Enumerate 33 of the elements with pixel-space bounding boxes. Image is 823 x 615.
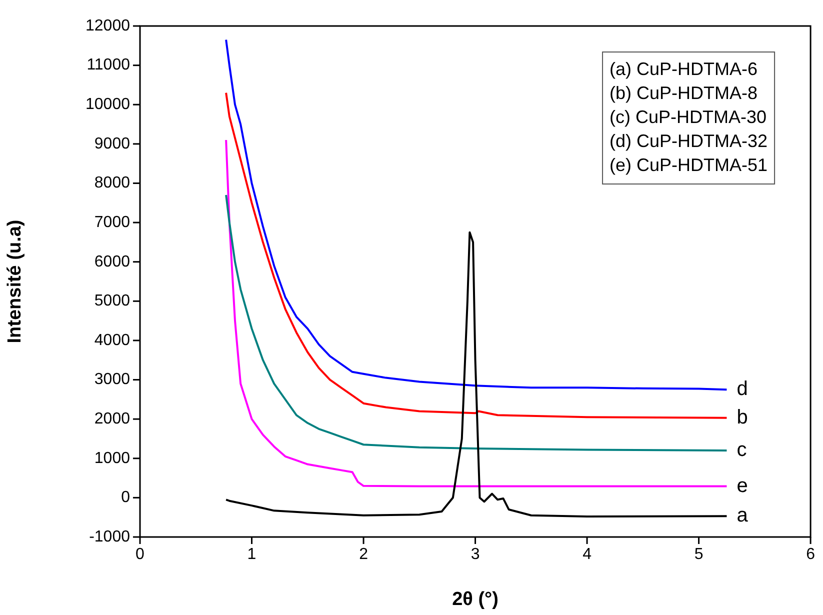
y-tick-label: 5000 bbox=[94, 292, 130, 310]
y-tick-label: 2000 bbox=[94, 410, 130, 428]
y-tick-label: 10000 bbox=[86, 96, 130, 114]
y-tick-label: 6000 bbox=[94, 253, 130, 270]
annotation: (d) CuP-HDTMA-32 bbox=[610, 130, 768, 151]
annotation: (c) CuP-HDTMA-30 bbox=[610, 106, 767, 127]
y-tick-label: 0 bbox=[121, 489, 130, 506]
annotation: (b) CuP-HDTMA-8 bbox=[610, 82, 758, 103]
series-label: c bbox=[736, 439, 747, 462]
x-tick-label: 6 bbox=[806, 546, 816, 564]
x-tick-label: 2 bbox=[359, 546, 368, 564]
annotation: (a) CuP-HDTMA-6 bbox=[610, 58, 758, 79]
y-tick-label: 1000 bbox=[94, 450, 130, 467]
x-tick-label: 3 bbox=[470, 546, 480, 564]
y-tick-label: 12000 bbox=[86, 17, 130, 34]
x-tick-label: 4 bbox=[582, 546, 592, 564]
y-tick-label: 7000 bbox=[94, 214, 130, 231]
x-tick-label: 1 bbox=[247, 546, 256, 564]
y-axis-title: Intensité (u.a) bbox=[4, 220, 26, 344]
y-tick-label: 11000 bbox=[86, 56, 130, 74]
series-label: d bbox=[736, 378, 748, 400]
y-tick-label: -1000 bbox=[89, 528, 130, 546]
y-tick-label: 4000 bbox=[94, 332, 130, 349]
y-tick-label: 3000 bbox=[94, 371, 130, 388]
annotation: (e) CuP-HDTMA-51 bbox=[610, 154, 768, 175]
x-tick-label: 0 bbox=[136, 546, 145, 564]
y-tick-label: 8000 bbox=[94, 174, 130, 192]
x-tick-label: 5 bbox=[694, 546, 704, 564]
series-label: e bbox=[736, 474, 748, 497]
y-tick-label: 9000 bbox=[94, 135, 130, 152]
series-label: b bbox=[736, 406, 748, 428]
series-label: a bbox=[736, 504, 749, 527]
x-axis-title: 2θ (°) bbox=[452, 588, 498, 610]
